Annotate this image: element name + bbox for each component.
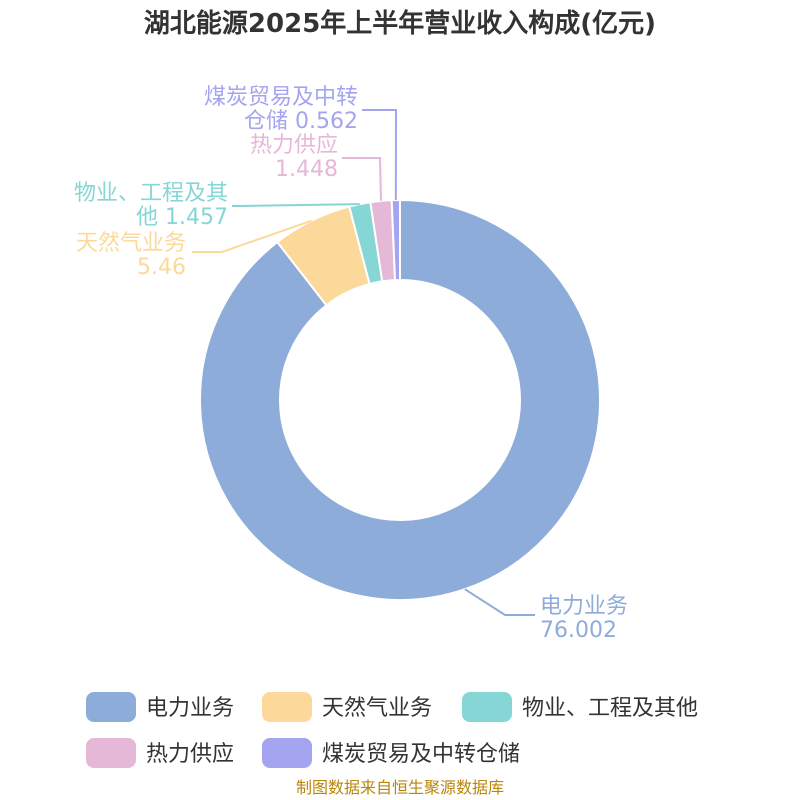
legend-item-4[interactable]: 煤炭贸易及中转仓储	[262, 738, 520, 768]
legend-swatch-0	[86, 692, 136, 722]
callout-line-2	[232, 203, 360, 207]
legend-swatch-2	[462, 692, 512, 722]
callout-label-1-0: 天然气业务	[76, 231, 186, 256]
legend-label-2: 物业、工程及其他	[522, 696, 698, 721]
callout-line-3	[342, 157, 383, 201]
callout-label-2-0: 物业、工程及其	[74, 181, 228, 206]
chart-title: 湖北能源2025年上半年营业收入构成(亿元)	[144, 8, 656, 39]
legend-item-0[interactable]: 电力业务	[86, 692, 234, 722]
legend-swatch-3	[86, 738, 136, 768]
callout-line-0	[464, 588, 535, 616]
legend-swatch-4	[262, 738, 312, 768]
legend-label-4: 煤炭贸易及中转仓储	[322, 742, 520, 767]
legend-item-2[interactable]: 物业、工程及其他	[462, 692, 698, 722]
slices-group	[199, 198, 601, 601]
callout-label-2-1: 他 1.457	[136, 205, 228, 230]
source-note: 制图数据来自恒生聚源数据库	[296, 778, 504, 797]
legend-item-1[interactable]: 天然气业务	[262, 692, 432, 722]
callout-line-1	[192, 219, 312, 253]
legend-label-1: 天然气业务	[322, 696, 432, 721]
legend-swatch-1	[262, 692, 312, 722]
legend-label-3: 热力供应	[146, 742, 234, 767]
callout-label-0-0: 电力业务	[540, 594, 628, 619]
callout-label-1-1: 5.46	[137, 255, 186, 280]
callout-label-4-1: 仓储 0.562	[244, 109, 358, 134]
callout-label-3-0: 热力供应	[250, 133, 338, 158]
callout-label-4-0: 煤炭贸易及中转	[204, 85, 358, 110]
legend-label-0: 电力业务	[146, 696, 234, 721]
callout-label-0-1: 76.002	[540, 618, 617, 643]
slice-4[interactable]	[390, 198, 401, 282]
callout-label-3-1: 1.448	[275, 157, 338, 182]
callout-line-4	[362, 109, 398, 201]
slice-0[interactable]	[199, 198, 601, 601]
legend-item-3[interactable]: 热力供应	[86, 738, 234, 768]
